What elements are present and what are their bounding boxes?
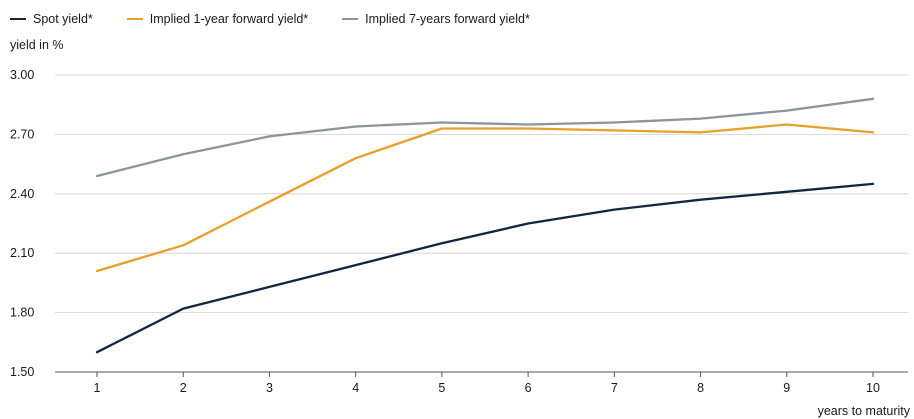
series-line-implied-1-year-forward-yield [95, 123, 875, 273]
x-tick-label: 8 [697, 381, 704, 395]
x-tick-label: 9 [783, 381, 790, 395]
legend-swatch-implied-7-years-forward-yield [342, 18, 359, 20]
y-tick-label: 3.00 [10, 68, 34, 82]
x-tick-label: 2 [180, 381, 187, 395]
x-tick-label: 6 [525, 381, 532, 395]
x-tick-label: 7 [611, 381, 618, 395]
series-line-implied-7-years-forward-yield [95, 97, 875, 178]
legend-item-implied-1-year-forward-yield: Implied 1-year forward yield* [126, 12, 309, 26]
legend-label-spot-yield: Spot yield* [33, 12, 93, 26]
legend-label-implied-7-years-forward-yield: Implied 7-years forward yield* [365, 12, 530, 26]
legend-swatch-spot-yield [10, 18, 26, 20]
legend-item-implied-7-years-forward-yield: Implied 7-years forward yield* [342, 12, 530, 26]
x-axis-label: years to maturity [817, 404, 910, 418]
y-tick-label: 2.70 [10, 127, 34, 141]
y-tick-label: 1.80 [10, 306, 34, 320]
y-axis-label: yield in % [10, 38, 64, 52]
x-tick-label: 1 [94, 381, 101, 395]
series-line-spot-yield [95, 182, 875, 354]
legend-item-spot-yield: Spot yield* [10, 12, 93, 26]
chart-legend: Spot yield* Implied 1-year forward yield… [10, 10, 564, 28]
x-tick-label: 10 [866, 381, 880, 395]
legend-swatch-implied-1-year-forward-yield [126, 18, 143, 20]
x-tick-label: 4 [352, 381, 359, 395]
y-tick-label: 2.40 [10, 187, 34, 201]
x-tick-label: 3 [266, 381, 273, 395]
x-tick-label: 5 [438, 381, 445, 395]
y-tick-label: 2.10 [10, 246, 34, 260]
legend-label-implied-1-year-forward-yield: Implied 1-year forward yield* [149, 12, 309, 26]
y-tick-label: 1.50 [10, 365, 34, 379]
